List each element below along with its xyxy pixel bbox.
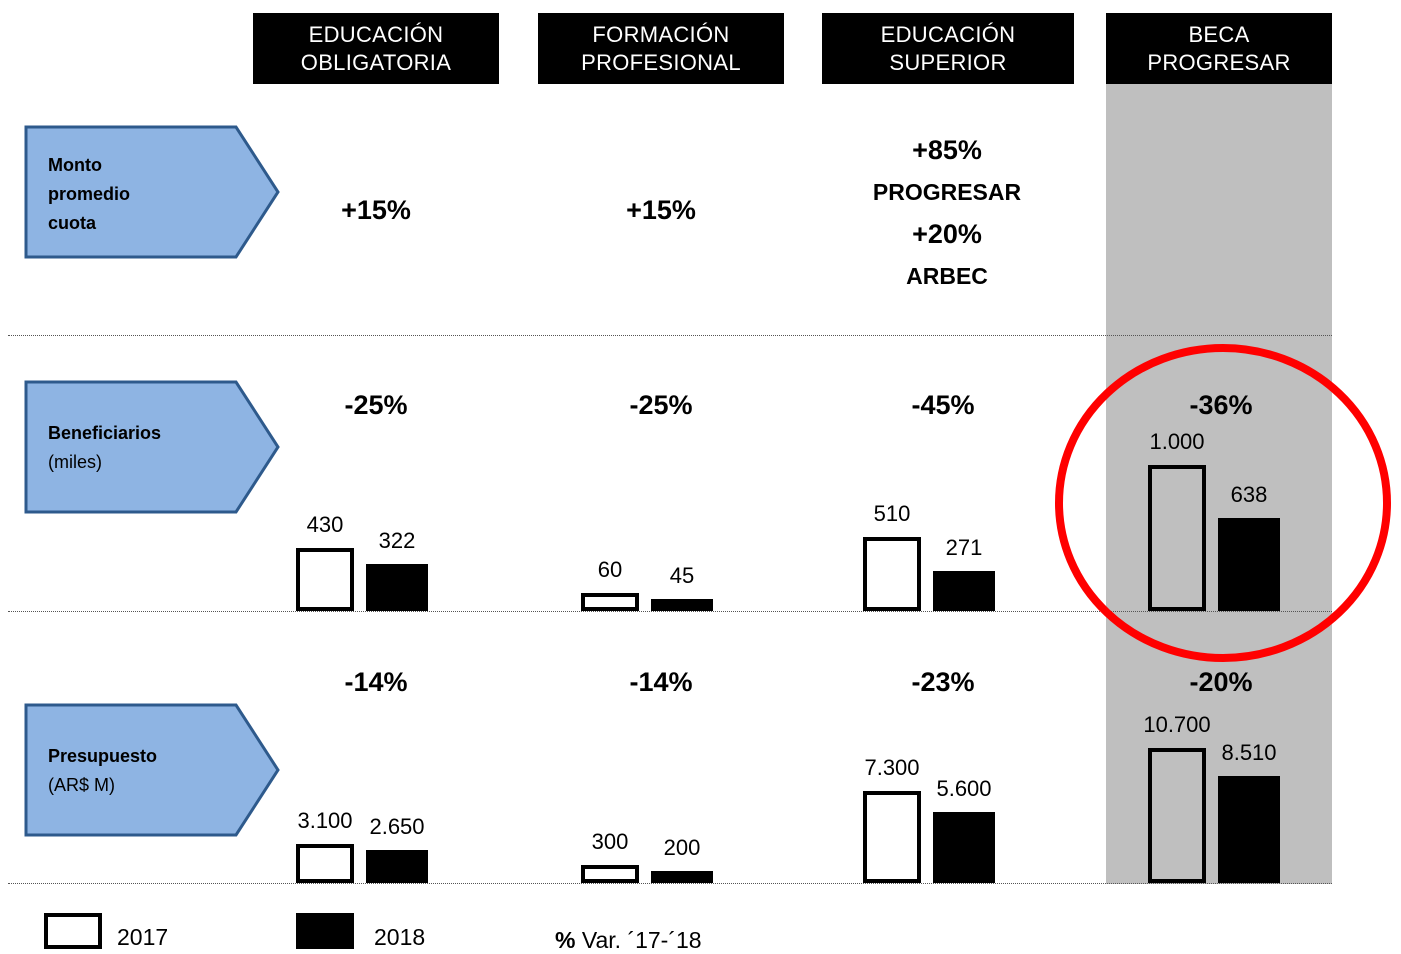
bar-2017 xyxy=(581,865,639,883)
variation-label: -14% xyxy=(629,667,693,697)
variation-label: -23% xyxy=(911,667,975,697)
row-label-line: cuota xyxy=(48,213,97,233)
data-label-2018: 8.510 xyxy=(1221,739,1277,765)
bar-2018 xyxy=(1218,517,1280,611)
data-label-2017: 7.300 xyxy=(864,754,920,780)
legend-2018-swatch xyxy=(296,913,354,949)
data-label-2017: 300 xyxy=(591,829,629,854)
row-label-monto: Monto promedio cuota xyxy=(48,151,130,238)
bar-2017 xyxy=(863,790,921,883)
row-label-presupuesto: Presupuesto (AR$ M) xyxy=(48,742,157,800)
variation-label: -25% xyxy=(629,390,693,420)
row-unit: (miles) xyxy=(48,452,102,472)
bar-2018 xyxy=(651,599,713,611)
data-label-2018: 638 xyxy=(1230,481,1268,507)
data-label-2017: 430 xyxy=(306,512,344,538)
data-label-2018: 322 xyxy=(378,527,416,553)
data-label-2018: 200 xyxy=(663,835,701,860)
row-label-monto-arrow: Monto promedio cuota xyxy=(24,125,282,259)
monto-superior-line: +85% xyxy=(912,135,982,165)
data-label-2017: 3.100 xyxy=(297,807,353,833)
bar-2018 xyxy=(1218,775,1280,883)
row-label-presupuesto-arrow: Presupuesto (AR$ M) xyxy=(24,703,282,837)
arrow-shape xyxy=(24,380,280,514)
variation-label: -36% xyxy=(1189,390,1253,420)
row-separator xyxy=(8,335,1332,336)
data-label-2018: 5.600 xyxy=(936,776,992,802)
monto-obligatoria-value: +15% xyxy=(341,195,411,225)
row-label-line: Presupuesto xyxy=(48,746,158,766)
header-educacion-superior: EDUCACIÓN SUPERIOR xyxy=(822,13,1074,84)
header-line: FORMACIÓN xyxy=(592,21,730,47)
legend-pct-text: Var. ´17-´18 xyxy=(575,927,702,953)
variation-label: -25% xyxy=(344,390,408,420)
data-label-2018: 45 xyxy=(669,563,695,588)
variation-label: -14% xyxy=(344,667,408,697)
data-label-2017: 10.700 xyxy=(1143,712,1211,737)
row-label-beneficiarios: Beneficiarios (miles) xyxy=(48,419,161,477)
header-line: PROGRESAR xyxy=(1147,49,1291,75)
monto-profesional-value: +15% xyxy=(626,195,696,225)
header-line: EDUCACIÓN xyxy=(880,21,1016,47)
header-formacion-profesional: FORMACIÓN PROFESIONAL xyxy=(538,13,784,84)
bar-2018 xyxy=(366,849,428,883)
bar-2017 xyxy=(1148,465,1206,611)
arrow-shape xyxy=(24,703,280,837)
monto-superior-line: +20% xyxy=(912,219,982,249)
header-line: OBLIGATORIA xyxy=(300,49,452,75)
row-unit: (AR$ M) xyxy=(48,775,115,795)
bar-2018 xyxy=(933,571,995,611)
row-separator xyxy=(8,883,1332,884)
data-label-2017: 60 xyxy=(597,557,623,582)
monto-superior-line: PROGRESAR xyxy=(872,179,1022,205)
header-line: SUPERIOR xyxy=(889,49,1007,75)
legend-pct-symbol: % xyxy=(555,927,576,953)
beca-progresar-highlight xyxy=(1106,84,1332,884)
header-line: PROFESIONAL xyxy=(581,49,741,75)
row-separator xyxy=(8,611,1332,612)
data-label-2017: 510 xyxy=(873,500,911,526)
row-label-beneficiarios-arrow: Beneficiarios (miles) xyxy=(24,380,282,514)
bar-2017 xyxy=(581,593,639,611)
row-label-line: promedio xyxy=(48,184,131,204)
bar-2018 xyxy=(366,563,428,611)
bar-2018 xyxy=(651,871,713,883)
bar-2017 xyxy=(296,548,354,611)
header-line: EDUCACIÓN xyxy=(308,21,444,47)
legend-2017-label: 2017 xyxy=(117,924,169,950)
legend-2018-label: 2018 xyxy=(374,924,426,950)
variation-label: -20% xyxy=(1189,667,1253,697)
header-educacion-obligatoria: EDUCACIÓN OBLIGATORIA xyxy=(253,13,499,84)
header-beca-progresar: BECA PROGRESAR xyxy=(1106,13,1332,84)
variation-label: -45% xyxy=(911,390,975,420)
row-label-line: Beneficiarios xyxy=(48,423,162,443)
data-label-2018: 2.650 xyxy=(369,813,425,839)
header-line: BECA xyxy=(1188,21,1250,47)
monto-superior-line: ARBEC xyxy=(906,263,988,289)
bar-2017 xyxy=(1148,748,1206,883)
monto-superior-values: +85% PROGRESAR +20% ARBEC xyxy=(827,128,1067,296)
legend-variation: % Var. ´17-´18 xyxy=(555,927,702,954)
bar-2017 xyxy=(296,843,354,883)
data-label-2018: 271 xyxy=(945,535,983,561)
legend-2017-swatch xyxy=(44,913,102,949)
bar-2018 xyxy=(933,812,995,883)
data-label-2017: 1.000 xyxy=(1149,429,1205,454)
row-label-line: Monto xyxy=(48,155,102,175)
bar-2017 xyxy=(863,536,921,611)
arrow-shape xyxy=(24,125,280,259)
